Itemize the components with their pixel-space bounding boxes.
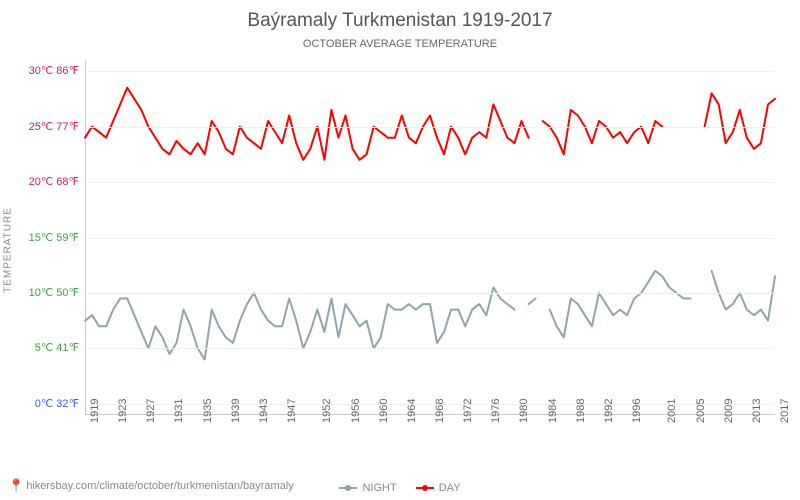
- climate-chart: Baýramaly Turkmenistan 1919-2017 OCTOBER…: [0, 0, 800, 500]
- x-tick-label: 2017: [779, 399, 791, 423]
- gridline-h: [85, 238, 775, 239]
- legend-night-label: NIGHT: [362, 482, 396, 494]
- x-tick-label: 1931: [173, 399, 185, 423]
- x-tick-label: 2005: [695, 399, 707, 423]
- x-tick-label: 1919: [89, 399, 101, 423]
- x-tick-label: 1992: [603, 399, 615, 423]
- gridline-h: [85, 127, 775, 128]
- x-tick-label: 1935: [202, 399, 214, 423]
- y-tick-label: 0℃ 32℉: [35, 397, 79, 410]
- chart-lines-svg: [0, 0, 800, 500]
- x-tick-label: 1956: [350, 399, 362, 423]
- y-tick-label: 5℃ 41℉: [35, 341, 79, 354]
- series-line: [705, 93, 775, 149]
- y-tick-label: 20℃ 68℉: [29, 175, 79, 188]
- x-tick-label: 1980: [518, 399, 530, 423]
- gridline-h: [85, 404, 775, 405]
- x-tick-label: 1952: [321, 399, 333, 423]
- x-tick-label: 1972: [462, 399, 474, 423]
- x-tick-label: 2009: [723, 399, 735, 423]
- legend-day-label: DAY: [439, 482, 461, 494]
- gridline-h: [85, 71, 775, 72]
- x-tick-label: 2001: [666, 399, 678, 423]
- x-tick-label: 1943: [258, 399, 270, 423]
- y-tick-label: 15℃ 59℉: [29, 231, 79, 244]
- gridline-h: [85, 182, 775, 183]
- gridline-h: [85, 293, 775, 294]
- series-line: [85, 88, 529, 160]
- x-tick-label: 1976: [490, 399, 502, 423]
- x-tick-label: 1939: [230, 399, 242, 423]
- gridline-h: [85, 348, 775, 349]
- legend-day: DAY: [416, 482, 461, 494]
- x-tick-label: 2013: [751, 399, 763, 423]
- series-line: [543, 110, 663, 154]
- legend-night: NIGHT: [339, 482, 396, 494]
- map-pin-icon: 📍: [8, 478, 24, 494]
- x-tick-label: 1968: [434, 399, 446, 423]
- y-tick-label: 30℃ 86℉: [29, 64, 79, 77]
- y-tick-label: 10℃ 50℉: [29, 286, 79, 299]
- x-tick-label: 1960: [378, 399, 390, 423]
- series-line: [529, 299, 536, 305]
- series-line: [550, 271, 691, 338]
- source-link[interactable]: 📍 hikersbay.com/climate/october/turkmeni…: [8, 478, 294, 494]
- x-tick-label: 1988: [575, 399, 587, 423]
- x-tick-label: 1964: [406, 399, 418, 423]
- series-line: [712, 271, 775, 321]
- legend-marker-day: [416, 487, 434, 489]
- x-tick-label: 1947: [286, 399, 298, 423]
- x-tick-label: 1927: [145, 399, 157, 423]
- x-tick-label: 1996: [631, 399, 643, 423]
- x-tick-label: 1923: [117, 399, 129, 423]
- source-url-text: hikersbay.com/climate/october/turkmenist…: [26, 480, 294, 492]
- legend-marker-night: [339, 487, 357, 489]
- y-tick-label: 25℃ 77℉: [29, 120, 79, 133]
- x-tick-label: 1984: [547, 399, 559, 423]
